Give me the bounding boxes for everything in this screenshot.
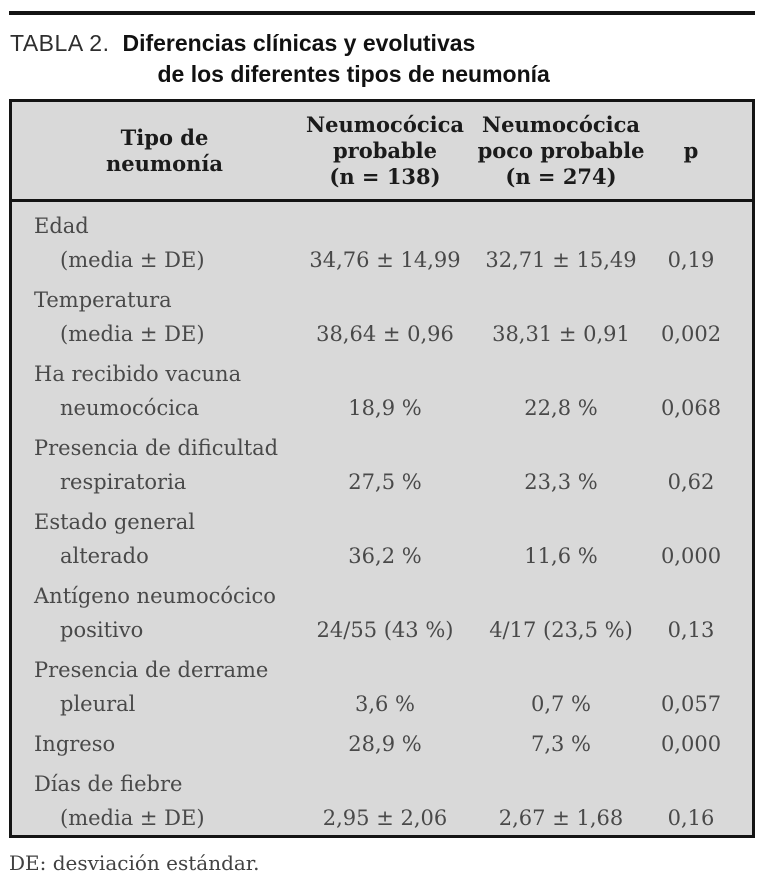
table-row-temperatura: Temperatura (media ± DE) 38,64 ± 0,96 38…: [12, 280, 752, 354]
row-label-line2: alterado: [60, 544, 149, 568]
row-label-line2: (media ± DE): [60, 322, 205, 346]
row-label: Estado general alterado: [12, 505, 299, 573]
cell-probable: 28,9 %: [348, 732, 422, 756]
cell-probable: 18,9 %: [348, 396, 422, 420]
row-label-line1: Edad: [34, 214, 89, 238]
row-label-line1: Días de fiebre: [34, 772, 183, 796]
cell-poco-probable: 32,71 ± 15,49: [485, 248, 637, 272]
cell-poco-probable: 4/17 (23,5 %): [489, 618, 633, 642]
table-header-row: Tipo de neumonía Neumocócica probable (n…: [12, 102, 752, 202]
cell-p-value: 0,000: [660, 544, 722, 568]
row-label-line1: Ingreso: [34, 732, 116, 756]
cell-probable: 34,76 ± 14,99: [309, 248, 461, 272]
cell-poco-probable: 7,3 %: [530, 732, 592, 756]
row-label: Antígeno neumocócico positivo: [12, 579, 299, 647]
row-label-line1: Estado general: [34, 510, 195, 534]
row-label-line1: Ha recibido vacuna: [34, 362, 242, 386]
row-label-line1: Temperatura: [34, 288, 172, 312]
table-caption: TABLA 2. Diferencias clínicas y evolutiv…: [10, 28, 755, 90]
cell-probable: 27,5 %: [348, 470, 422, 494]
row-label: Ha recibido vacuna neumocócica: [12, 357, 299, 425]
table-row-estado-general: Estado general alterado 36,2 % 11,6 % 0,…: [12, 502, 752, 576]
row-label-line1: Presencia de dificultad: [34, 436, 279, 460]
column-header-tipo-de-neumonia: Tipo de neumonía: [106, 124, 223, 176]
row-label-line2: respiratoria: [60, 470, 187, 494]
row-label-line2: neumocócica: [60, 396, 200, 420]
cell-probable: 24/55 (43 %): [316, 618, 454, 642]
row-label: Presencia de derrame pleural: [12, 653, 299, 721]
cell-p-value: 0,16: [667, 806, 715, 830]
cell-poco-probable: 0,7 %: [530, 692, 592, 716]
row-label-line1: Antígeno neumocócico: [34, 584, 276, 608]
row-label: Presencia de dificultad respiratoria: [12, 431, 299, 499]
footnote: DE: desviación estándar.: [9, 851, 260, 875]
table-row-dias-de-fiebre: Días de fiebre (media ± DE) 2,95 ± 2,06 …: [12, 764, 752, 835]
cell-p-value: 0,002: [660, 322, 722, 346]
column-header-neumococica-probable: Neumocócica probable (n = 138): [305, 111, 464, 189]
cell-probable: 2,95 ± 2,06: [322, 806, 448, 830]
cell-p-value: 0,068: [660, 396, 722, 420]
cell-poco-probable: 23,3 %: [524, 470, 598, 494]
table-number-label: TABLA 2.: [10, 30, 110, 56]
row-label: Edad (media ± DE): [12, 209, 299, 277]
row-label-line2: pleural: [60, 692, 136, 716]
column-header-p: p: [683, 137, 699, 163]
table-row-antigeno-neumococico: Antígeno neumocócico positivo 24/55 (43 …: [12, 576, 752, 650]
table-title-line2: de los diferentes tipos de neumonía: [157, 61, 550, 87]
row-label: Días de fiebre (media ± DE): [12, 767, 299, 835]
row-label-line2: (media ± DE): [60, 248, 205, 272]
table-row-edad: Edad (media ± DE) 34,76 ± 14,99 32,71 ± …: [12, 206, 752, 280]
cell-p-value: 0,000: [660, 732, 722, 756]
table-body: Edad (media ± DE) 34,76 ± 14,99 32,71 ± …: [12, 202, 752, 835]
table-title-line1: Diferencias clínicas y evolutivas: [122, 30, 476, 56]
table-row-dificultad-respiratoria: Presencia de dificultad respiratoria 27,…: [12, 428, 752, 502]
cell-poco-probable: 38,31 ± 0,91: [492, 322, 630, 346]
column-header-neumococica-poco-probable: Neumocócica poco probable (n = 274): [477, 111, 645, 189]
cell-probable: 3,6 %: [354, 692, 416, 716]
row-label-line2: (media ± DE): [60, 806, 205, 830]
table-row-derrame-pleural: Presencia de derrame pleural 3,6 % 0,7 %…: [12, 650, 752, 724]
cell-poco-probable: 11,6 %: [524, 544, 598, 568]
table-row-vacuna-neumococica: Ha recibido vacuna neumocócica 18,9 % 22…: [12, 354, 752, 428]
cell-probable: 38,64 ± 0,96: [316, 322, 454, 346]
table-row-ingreso: Ingreso 28,9 % 7,3 % 0,000: [12, 724, 752, 764]
data-table: Tipo de neumonía Neumocócica probable (n…: [9, 99, 755, 838]
cell-p-value: 0,62: [667, 470, 715, 494]
cell-poco-probable: 2,67 ± 1,68: [498, 806, 624, 830]
row-label-line2: positivo: [60, 618, 144, 642]
top-rule: [9, 11, 755, 15]
cell-probable: 36,2 %: [348, 544, 422, 568]
table-title: Diferencias clínicas y evolutivas de los…: [122, 28, 549, 90]
cell-p-value: 0,13: [667, 618, 715, 642]
row-label: Temperatura (media ± DE): [12, 283, 299, 351]
cell-poco-probable: 22,8 %: [524, 396, 598, 420]
cell-p-value: 0,057: [660, 692, 722, 716]
row-label: Ingreso: [12, 727, 299, 761]
cell-p-value: 0,19: [667, 248, 715, 272]
row-label-line1: Presencia de derrame: [34, 658, 269, 682]
